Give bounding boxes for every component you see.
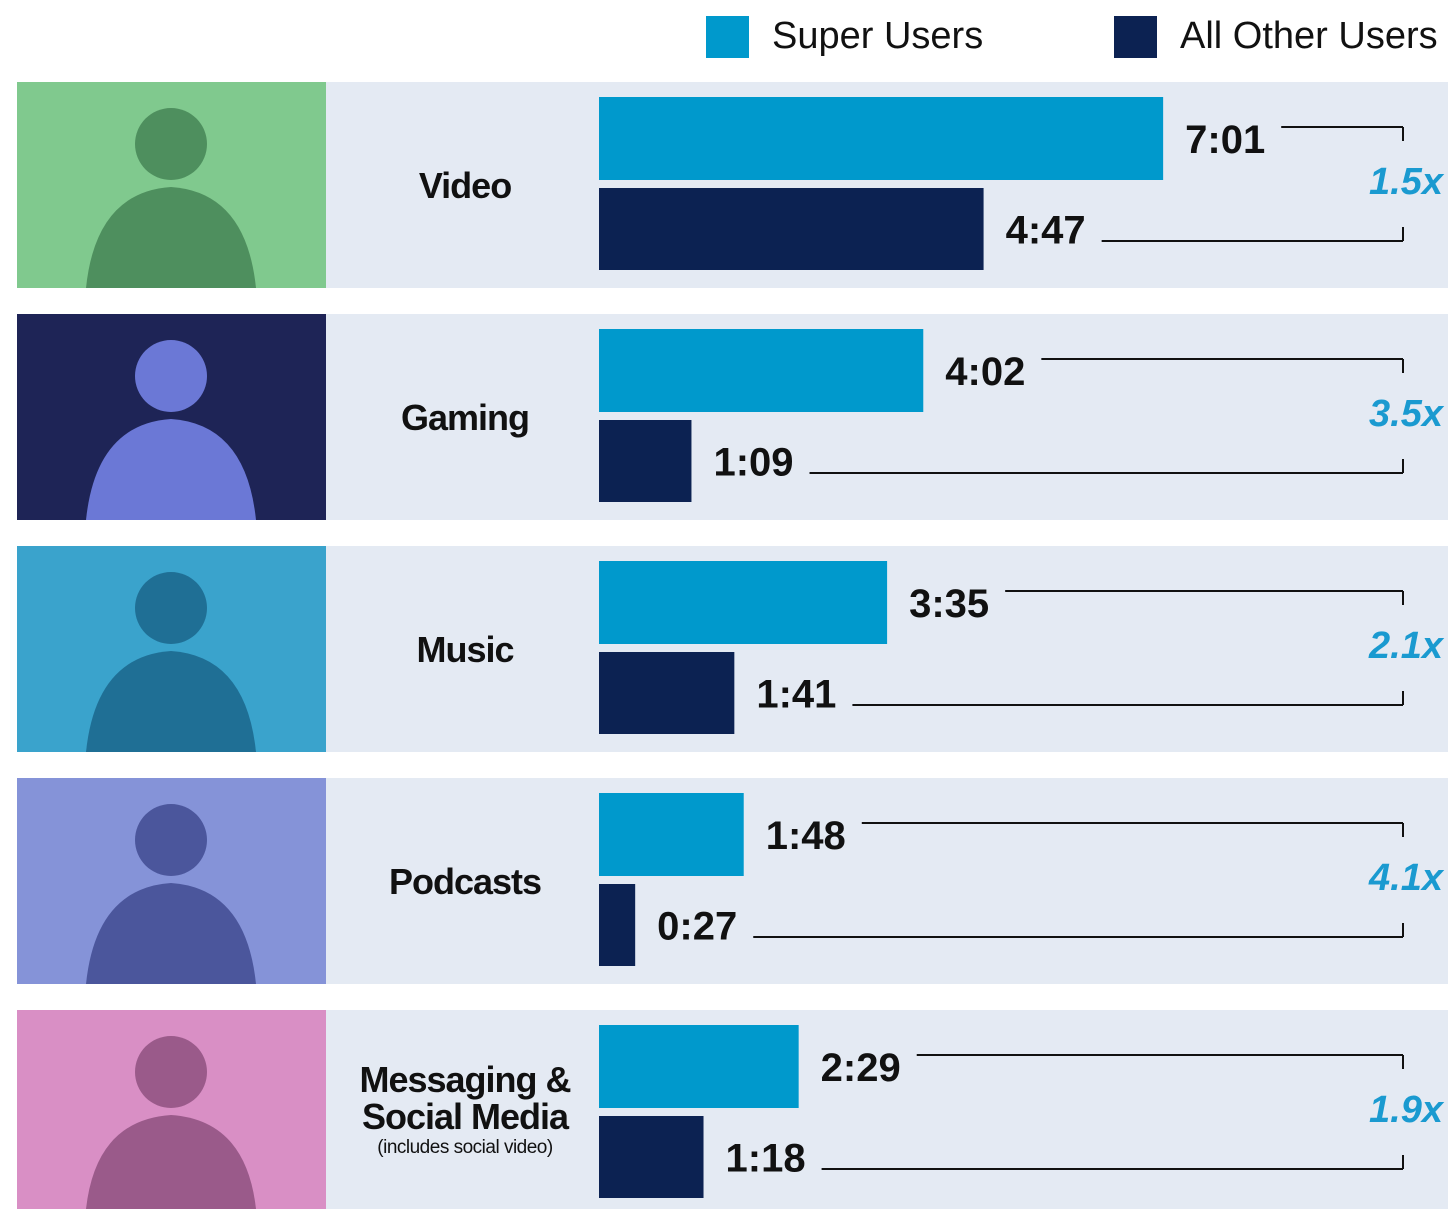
value-label: 0:27 — [657, 905, 737, 949]
category-label-box: Podcasts — [340, 778, 590, 984]
chart: Super Users All Other Users 7:01 4:47 1.5x 4:… — [0, 0, 1448, 1209]
category-label: Gaming — [401, 399, 529, 436]
ratio-label: 2.1x — [1368, 625, 1445, 667]
ratio-label: 1.5x — [1369, 161, 1445, 203]
value-label: 1:09 — [713, 441, 793, 485]
category-label: Podcasts — [389, 863, 541, 900]
value-label: 4:47 — [1006, 209, 1086, 253]
category-label-box: Gaming — [340, 314, 590, 520]
bar — [599, 97, 1163, 180]
category-label-box: Messaging & Social Media(includes social… — [340, 1010, 590, 1209]
bar — [599, 1025, 799, 1108]
legend-label: All Other Users — [1180, 15, 1438, 57]
ratio-label: 1.9x — [1369, 1089, 1445, 1131]
value-label: 4:02 — [945, 350, 1025, 394]
category-note: (includes social video) — [377, 1137, 552, 1159]
value-label: 1:48 — [766, 814, 846, 858]
photo-head — [135, 340, 207, 412]
bar — [599, 420, 691, 502]
photo-head — [135, 572, 207, 644]
legend-swatch — [1114, 16, 1157, 58]
bar — [599, 329, 923, 412]
bar — [599, 1116, 704, 1198]
ratio-label: 4.1x — [1368, 857, 1445, 899]
bar — [599, 652, 734, 734]
category-label: Video — [419, 167, 511, 204]
legend-label: Super Users — [772, 15, 983, 57]
chart-canvas: Super Users All Other Users 7:01 4:47 1.5x 4:… — [0, 0, 1448, 1209]
category-label: Music — [416, 631, 513, 668]
category-label: Messaging & Social Media — [340, 1061, 590, 1135]
value-label: 1:18 — [726, 1137, 806, 1181]
ratio-label: 3.5x — [1369, 393, 1445, 435]
value-label: 3:35 — [909, 582, 989, 626]
photo-head — [135, 804, 207, 876]
bar — [599, 561, 887, 644]
value-label: 1:41 — [756, 673, 836, 717]
category-label-box: Video — [340, 82, 590, 288]
bar — [599, 188, 984, 270]
value-label: 7:01 — [1185, 118, 1265, 162]
value-label: 2:29 — [821, 1046, 901, 1090]
bar — [599, 793, 744, 876]
photo-head — [135, 108, 207, 180]
photo-head — [135, 1036, 207, 1108]
legend-swatch — [706, 16, 749, 58]
bar — [599, 884, 635, 966]
category-label-box: Music — [340, 546, 590, 752]
